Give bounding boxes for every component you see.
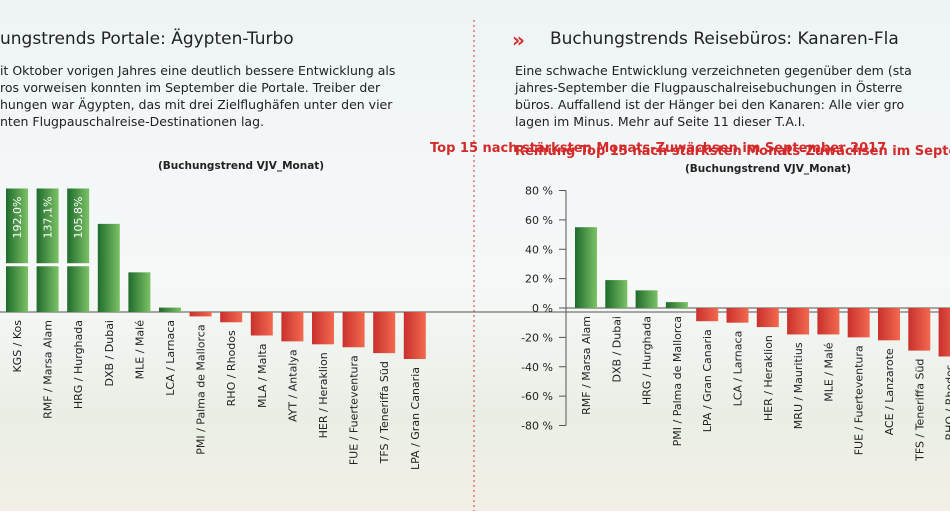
value-label: 105,8% [72, 197, 85, 239]
x-tick-label: DXB / Dubai [610, 316, 623, 382]
x-tick-label: ACE / Lanzarote [883, 348, 896, 435]
bar [817, 308, 840, 335]
paragraph-line: it Oktober vorigen Jahres eine deutlich … [0, 63, 395, 78]
x-tick-label: MRU / Mauritius [792, 342, 805, 429]
x-tick-label: HER / Heraklion [317, 352, 330, 438]
chevrons: » [512, 28, 525, 52]
bar [312, 312, 334, 345]
x-tick-label: RMF / Marsa Alam [580, 316, 593, 415]
chart-subtitle: Reihung Top 15 nach stärksten Monats-Zuw… [515, 144, 950, 159]
chart-source: (Buchungstrend VJV_Monat) [158, 160, 324, 172]
paragraph-line: büros. Auffallend ist der Hänger bei den… [515, 97, 904, 112]
paragraph-line: jahres-September die Flugpauschalreisebu… [514, 79, 903, 95]
bar [189, 312, 212, 317]
bar [908, 308, 931, 351]
x-tick-label: MLA / Malta [256, 344, 269, 408]
bar [67, 188, 90, 312]
bar-break [5, 263, 29, 267]
x-tick-label: HRG / Hurghada [72, 320, 85, 409]
x-tick-label: PMI / Palma de Mallorca [671, 316, 684, 446]
paragraph-line: hungen war Ägypten, das mit drei Zielflu… [0, 97, 393, 112]
x-tick-label: MLE / Malé [133, 320, 146, 380]
value-label: 137,1% [42, 197, 55, 239]
bar [373, 312, 396, 354]
chart-title: ungstrends Portale: Ägypten-Turbo [0, 28, 294, 49]
x-tick-label: MLE / Malé [822, 342, 835, 402]
bar [128, 272, 151, 312]
x-tick-label: TFS / Teneriffa Süd [913, 359, 926, 462]
x-tick-label: FUE / Fuerteventura [348, 355, 361, 465]
bar [6, 188, 28, 312]
y-tick-label: -60 % [521, 390, 553, 403]
y-tick-label: 60 % [525, 214, 553, 227]
bar [787, 308, 810, 335]
x-tick-label: AYT / Antalya [286, 349, 299, 422]
bar [938, 308, 950, 357]
bar [726, 308, 749, 323]
paragraph-line: Eine schwache Entwicklung verzeichneten … [515, 63, 912, 78]
bar [756, 308, 779, 328]
bar-break [66, 263, 91, 267]
paragraph-line: nten Flugpauschalreise-Destinationen lag… [0, 114, 264, 129]
bar [635, 290, 658, 308]
y-tick-label: 20 % [525, 273, 553, 286]
chart-subtitle: Top 15 nach stärksten Monats-Zuwächsen i… [430, 141, 886, 156]
bar [97, 223, 120, 312]
y-tick-label: 40 % [525, 243, 553, 256]
x-tick-label: RMF / Marsa Alam [42, 320, 55, 419]
bar [220, 312, 243, 323]
x-tick-label: HER / Heraklion [762, 335, 775, 421]
bar [342, 312, 365, 348]
x-tick-label: RHO / Rhodos [944, 364, 950, 440]
x-tick-label: PMI / Palma de Mallorca [195, 324, 208, 454]
x-tick-label: LPA / Gran Canaria [409, 367, 422, 470]
y-tick-label: -40 % [521, 361, 553, 374]
x-tick-label: DXB / Dubai [103, 320, 116, 386]
bar [281, 312, 304, 342]
bar [159, 307, 181, 312]
bar [605, 280, 628, 308]
bar [878, 308, 900, 341]
y-tick-label: -80 % [521, 420, 553, 433]
y-tick-label: 0 % [532, 302, 553, 315]
bar-break [35, 263, 60, 267]
x-tick-label: LCA / Larnaca [164, 320, 177, 396]
x-tick-label: TFS / Teneriffa Süd [378, 361, 391, 464]
bar [696, 308, 719, 322]
bar [847, 308, 870, 338]
x-tick-label: HRG / Hurghada [641, 316, 654, 405]
bar [575, 227, 597, 308]
chart-source: (Buchungstrend VJV_Monat) [685, 163, 851, 175]
x-tick-label: KGS / Kos [11, 320, 24, 373]
paragraph-line: lagen im Minus. Mehr auf Seite 11 dieser… [515, 114, 805, 129]
paragraph-line: ros vorweisen konnten im September die P… [0, 80, 381, 95]
bar [403, 312, 426, 359]
chart-title: Buchungstrends Reisebüros: Kanaren-Fla [550, 29, 899, 49]
y-tick-label: -20 % [521, 331, 553, 344]
y-tick-label: 80 % [525, 185, 553, 198]
value-label: 192,0% [11, 197, 24, 239]
bar [250, 312, 273, 336]
x-tick-label: LCA / Larnaca [732, 331, 745, 407]
x-tick-label: FUE / Fuerteventura [853, 345, 866, 455]
x-tick-label: LPA / Gran Canaria [701, 329, 714, 432]
bar [36, 188, 59, 312]
bar [665, 302, 688, 308]
x-tick-label: RHO / Rhodos [225, 330, 238, 406]
